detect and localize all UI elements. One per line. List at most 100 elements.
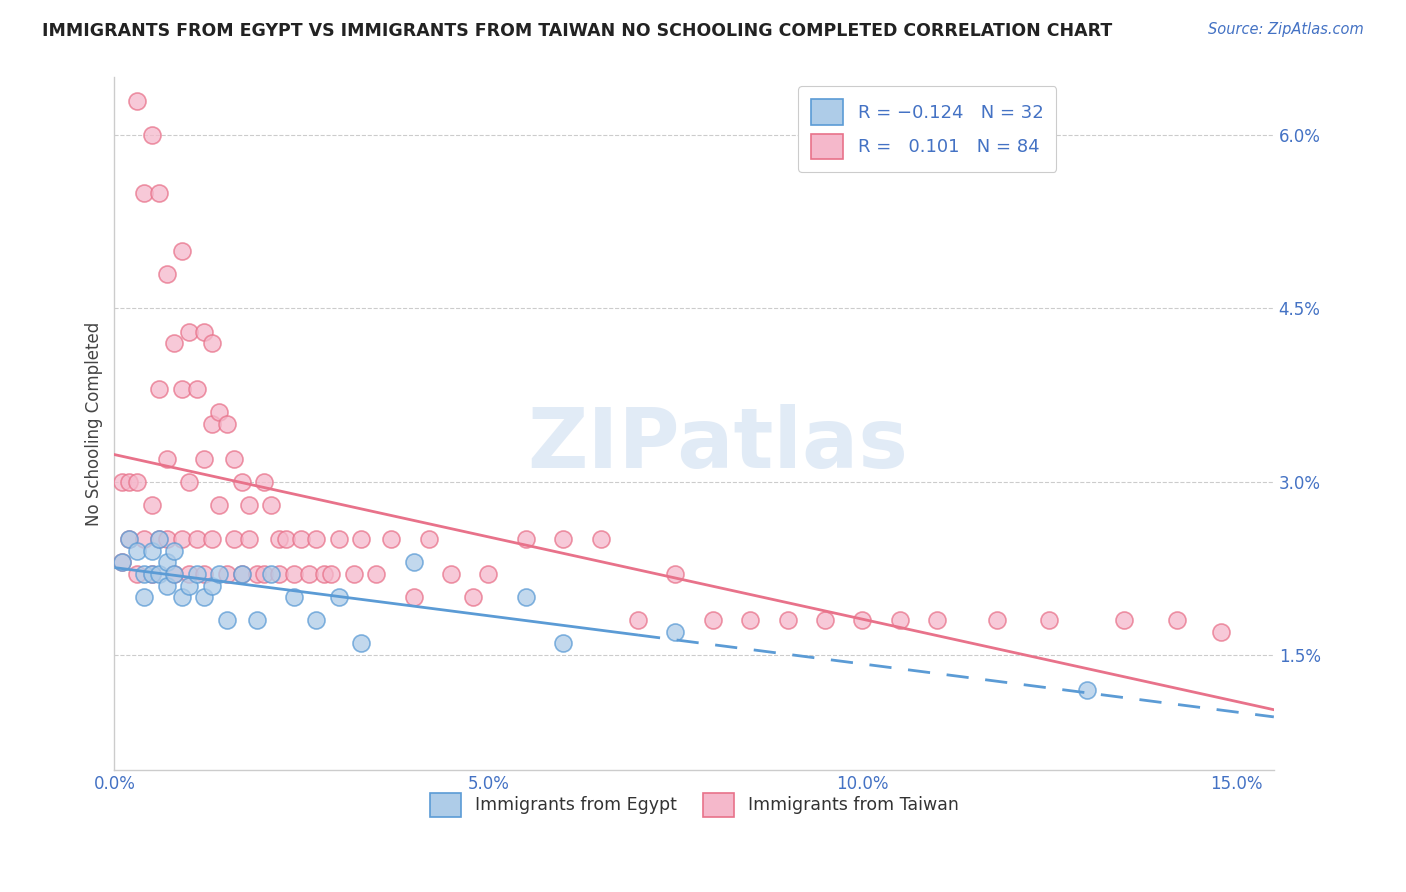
Point [283, 567, 305, 582]
Point [186, 567, 208, 582]
Point [170, 382, 193, 396]
Point [515, 590, 537, 604]
Point [179, 578, 201, 592]
Point [664, 624, 686, 639]
Point [740, 613, 762, 627]
Point [702, 613, 724, 627]
Point [889, 613, 911, 627]
Point [402, 556, 425, 570]
Point [111, 556, 134, 570]
Point [201, 578, 224, 592]
Point [222, 451, 245, 466]
Point [477, 567, 499, 582]
Point [1166, 613, 1188, 627]
Point [215, 567, 238, 582]
Point [238, 533, 260, 547]
Point [156, 556, 179, 570]
Point [328, 533, 350, 547]
Point [927, 613, 949, 627]
Point [1211, 624, 1233, 639]
Point [141, 128, 163, 143]
Point [141, 567, 163, 582]
Point [208, 498, 231, 512]
Point [163, 336, 186, 351]
Point [290, 533, 312, 547]
Point [515, 533, 537, 547]
Point [215, 613, 238, 627]
Point [343, 567, 366, 582]
Point [553, 533, 575, 547]
Point [148, 567, 170, 582]
Point [463, 590, 485, 604]
Point [267, 567, 290, 582]
Point [193, 451, 215, 466]
Point [141, 498, 163, 512]
Point [148, 186, 170, 200]
Point [664, 567, 686, 582]
Point [231, 475, 253, 489]
Point [350, 533, 373, 547]
Point [156, 578, 179, 592]
Point [208, 405, 231, 419]
Point [260, 567, 283, 582]
Point [148, 382, 170, 396]
Point [163, 567, 186, 582]
Point [312, 567, 335, 582]
Point [193, 590, 215, 604]
Point [238, 498, 260, 512]
Point [125, 544, 148, 558]
Point [170, 244, 193, 258]
Point [283, 590, 305, 604]
Point [814, 613, 837, 627]
Point [321, 567, 343, 582]
Point [1114, 613, 1136, 627]
Point [231, 567, 253, 582]
Point [851, 613, 873, 627]
Point [170, 533, 193, 547]
Point [186, 382, 208, 396]
Point [208, 567, 231, 582]
Point [141, 544, 163, 558]
Point [134, 533, 156, 547]
Point [125, 475, 148, 489]
Point [118, 475, 141, 489]
Point [156, 267, 179, 281]
Point [201, 336, 224, 351]
Text: Source: ZipAtlas.com: Source: ZipAtlas.com [1208, 22, 1364, 37]
Point [1038, 613, 1060, 627]
Text: IMMIGRANTS FROM EGYPT VS IMMIGRANTS FROM TAIWAN NO SCHOOLING COMPLETED CORRELATI: IMMIGRANTS FROM EGYPT VS IMMIGRANTS FROM… [42, 22, 1112, 40]
Point [186, 533, 208, 547]
Point [111, 475, 134, 489]
Legend: Immigrants from Egypt, Immigrants from Taiwan: Immigrants from Egypt, Immigrants from T… [423, 786, 966, 824]
Point [305, 613, 328, 627]
Point [350, 636, 373, 650]
Point [305, 533, 328, 547]
Point [776, 613, 799, 627]
Point [111, 556, 134, 570]
Point [201, 533, 224, 547]
Point [118, 533, 141, 547]
Point [118, 533, 141, 547]
Point [553, 636, 575, 650]
Point [276, 533, 298, 547]
Point [418, 533, 440, 547]
Point [253, 567, 276, 582]
Text: ZIPatlas: ZIPatlas [527, 404, 908, 485]
Point [163, 544, 186, 558]
Point [260, 498, 283, 512]
Point [134, 590, 156, 604]
Point [148, 533, 170, 547]
Point [156, 451, 179, 466]
Point [402, 590, 425, 604]
Point [245, 613, 267, 627]
Point [380, 533, 402, 547]
Point [589, 533, 612, 547]
Point [328, 590, 350, 604]
Point [163, 567, 186, 582]
Point [231, 567, 253, 582]
Point [125, 567, 148, 582]
Point [156, 533, 179, 547]
Point [215, 417, 238, 431]
Point [245, 567, 267, 582]
Point [1076, 682, 1098, 697]
